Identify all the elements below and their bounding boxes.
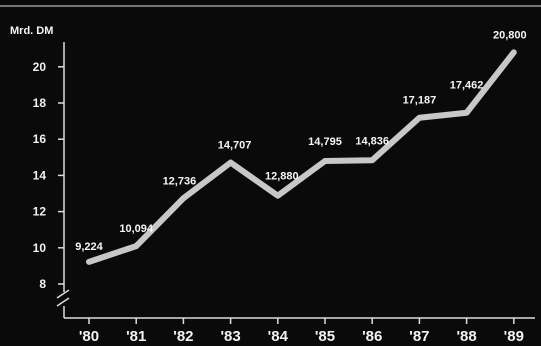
y-tick-label: 20 bbox=[33, 60, 47, 74]
data-label: 14,707 bbox=[218, 140, 252, 152]
data-point bbox=[464, 110, 470, 116]
y-tick-label: 16 bbox=[33, 132, 47, 146]
x-tick-label: '80 bbox=[79, 328, 99, 345]
data-point bbox=[228, 160, 234, 166]
x-tick-label: '81 bbox=[126, 328, 146, 345]
x-tick-label: '89 bbox=[504, 328, 524, 345]
x-tick-label: '82 bbox=[173, 328, 193, 345]
y-tick-label: 18 bbox=[33, 96, 47, 110]
x-tick-label: '86 bbox=[362, 328, 382, 345]
data-label: 10,094 bbox=[119, 223, 154, 235]
y-tick-label: 8 bbox=[39, 277, 46, 291]
data-label: 12,880 bbox=[265, 171, 299, 183]
data-label: 17,187 bbox=[403, 95, 437, 107]
x-tick-label: '84 bbox=[268, 328, 289, 345]
data-label: 14,795 bbox=[308, 136, 342, 148]
data-point bbox=[322, 158, 328, 164]
data-label: 20,800 bbox=[493, 29, 527, 41]
series-line bbox=[86, 49, 517, 265]
x-tick-label: '88 bbox=[456, 328, 476, 345]
y-tick-label: 14 bbox=[33, 168, 47, 182]
x-tick-label: '87 bbox=[409, 328, 429, 345]
axis-break-mark bbox=[56, 289, 70, 299]
data-point bbox=[133, 243, 139, 249]
data-point bbox=[416, 115, 422, 121]
series-layer bbox=[86, 49, 517, 265]
data-label: 17,462 bbox=[450, 80, 484, 92]
data-point bbox=[369, 157, 375, 163]
y-axis-unit-label: Mrd. DM bbox=[10, 25, 53, 37]
y-tick-label: 10 bbox=[33, 241, 47, 255]
y-tick-label: 12 bbox=[33, 205, 47, 219]
data-label: 14,836 bbox=[355, 135, 389, 147]
data-point bbox=[180, 195, 186, 201]
axes: 8 10 12 14 16 18 20 '80 '81 '82 '83 '84 '85 '86 '87 '88… bbox=[33, 42, 535, 345]
data-label: 9,224 bbox=[75, 241, 103, 253]
data-point bbox=[86, 259, 92, 265]
data-labels-layer: 9,224 10,094 12,736 14,707 12,880 14,795 14,83… bbox=[75, 29, 526, 253]
data-point bbox=[275, 193, 281, 199]
data-label: 12,736 bbox=[163, 175, 197, 187]
data-point bbox=[511, 49, 517, 55]
x-tick-label: '85 bbox=[315, 328, 335, 345]
x-tick-label: '83 bbox=[220, 328, 240, 345]
axis-break-mark bbox=[56, 297, 70, 307]
